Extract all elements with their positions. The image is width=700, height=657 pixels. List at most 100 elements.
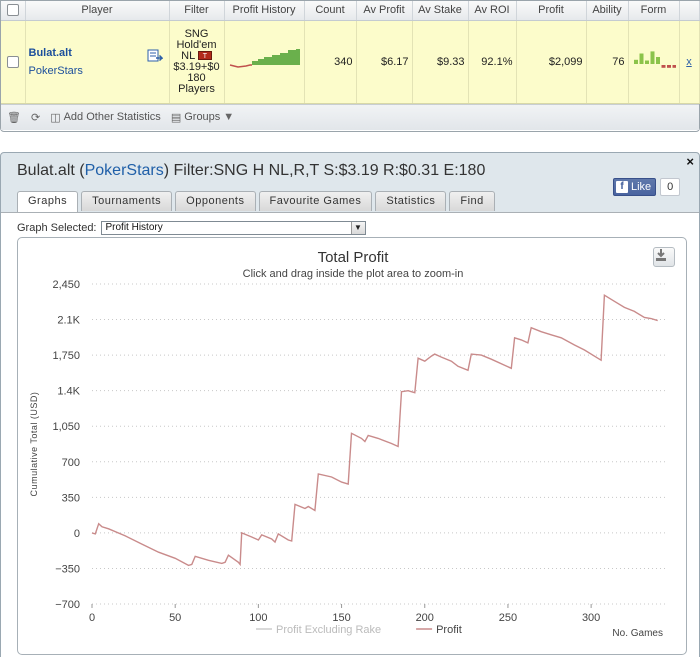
form-cell <box>628 20 680 104</box>
facebook-like-count: 0 <box>660 178 681 196</box>
y-tick-label: 1,050 <box>52 421 80 433</box>
filter-line: Hold'em <box>176 38 217 51</box>
form-bar <box>633 59 638 64</box>
filter-line: $3.19+$0 <box>173 60 220 73</box>
tournament-flag-icon: T <box>197 51 212 61</box>
y-tick-label: 1.4K <box>57 386 80 398</box>
groups-label: Groups <box>184 111 221 123</box>
close-icon[interactable]: × <box>686 154 694 169</box>
x-tick-label: 200 <box>416 612 434 624</box>
row-checkbox[interactable] <box>6 55 19 68</box>
x-axis-label: No. Games <box>612 628 663 639</box>
legend-item: Profit <box>436 624 462 636</box>
ability-cell: 76 <box>586 20 629 104</box>
profit-chart[interactable]: Total Profit Click and drag inside the pl… <box>17 237 687 655</box>
stats-panel: Player Filter Profit History Count Av Pr… <box>0 0 700 132</box>
form-bar <box>644 60 649 64</box>
form-bar <box>672 65 676 68</box>
facebook-like-button[interactable]: f Like <box>613 178 657 196</box>
stats-toolbar: 🗑 ⟳ ◫ Add Other Statistics ▤ Groups ▼ <box>1 103 699 130</box>
title-prefix: Bulat.alt ( <box>17 162 85 179</box>
header-count[interactable]: Count <box>304 1 357 21</box>
table-icon: ◫ <box>50 111 61 124</box>
select-all-checkbox[interactable] <box>6 4 19 17</box>
select-all-header[interactable] <box>1 1 26 21</box>
av-stake-cell: $9.33 <box>412 20 469 104</box>
header-profit-history[interactable]: Profit History <box>224 1 305 21</box>
tab-opponents[interactable]: Opponents <box>175 191 256 211</box>
av-profit-cell: $6.17 <box>356 20 413 104</box>
player-window-tabs: Graphs Tournaments Opponents Favourite G… <box>17 191 495 212</box>
open-player-icon[interactable] <box>147 49 164 63</box>
filter-line: 180 <box>187 71 206 84</box>
filter-line: NL <box>181 49 195 62</box>
download-chart-icon[interactable] <box>653 247 675 267</box>
form-bar <box>666 65 671 68</box>
y-tick-label: 1,750 <box>52 350 80 362</box>
form-bar <box>650 51 654 64</box>
y-tick-label: 350 <box>62 492 80 504</box>
header-profit[interactable]: Profit <box>516 1 587 21</box>
profit-history-sparkline <box>229 49 300 68</box>
header-av-stake[interactable]: Av Stake <box>412 1 469 21</box>
form-chart <box>633 51 676 68</box>
graph-selector: Graph Selected: Profit History ▼ <box>17 221 366 235</box>
tab-tournaments[interactable]: Tournaments <box>81 191 173 211</box>
facebook-like: f Like 0 <box>613 178 681 196</box>
refresh-icon[interactable]: ⟳ <box>30 111 41 124</box>
profit-history-cell[interactable] <box>224 20 305 104</box>
chart-title: Total Profit <box>318 249 390 266</box>
header-filter[interactable]: Filter <box>169 1 225 21</box>
tab-graphs[interactable]: Graphs <box>17 191 79 212</box>
groups-icon: ▤ <box>170 111 182 124</box>
player-site-link[interactable]: PokerStars <box>28 64 83 77</box>
y-axis-label: Cumulative Total (USD) <box>29 392 39 497</box>
y-tick-label: 2.1K <box>57 315 80 327</box>
series-line-profit <box>91 293 658 567</box>
player-name-link[interactable]: Bulat.alt <box>28 46 72 59</box>
add-stats-label: Add Other Statistics <box>63 111 161 123</box>
y-tick-label: −350 <box>55 563 80 575</box>
chevron-down-icon: ▼ <box>350 222 365 234</box>
player-cell: Bulat.alt PokerStars <box>25 20 170 104</box>
header-form[interactable]: Form <box>628 1 680 21</box>
stats-table: Player Filter Profit History Count Av Pr… <box>1 1 700 104</box>
remove-row-link[interactable]: x <box>686 55 692 68</box>
filter-line: SNG <box>184 27 209 40</box>
av-roi-cell: 92.1% <box>468 20 517 104</box>
graph-selected-label: Graph Selected: <box>17 222 97 234</box>
graph-select-value: Profit History <box>105 222 163 233</box>
player-window-title: Bulat.alt (PokerStars) Filter:SNG H NL,R… <box>17 162 485 180</box>
x-tick-label: 50 <box>169 612 181 624</box>
add-other-statistics-button[interactable]: ◫ Add Other Statistics <box>50 111 161 124</box>
tab-statistics[interactable]: Statistics <box>375 191 447 211</box>
chart-subtitle: Click and drag inside the plot area to z… <box>243 268 464 280</box>
form-bar <box>661 65 665 68</box>
y-tick-label: 2,450 <box>52 279 80 291</box>
x-tick-label: 150 <box>332 612 350 624</box>
x-tick-label: 0 <box>89 612 95 624</box>
y-tick-label: −700 <box>55 599 80 611</box>
facebook-icon: f <box>616 181 628 193</box>
header-ability[interactable]: Ability <box>586 1 629 21</box>
trash-icon[interactable]: 🗑 <box>7 111 21 124</box>
tab-find[interactable]: Find <box>449 191 495 211</box>
graphs-panel: Graph Selected: Profit History ▼ Total P… <box>1 212 699 657</box>
title-suffix: ) Filter:SNG H NL,R,T S:$3.19 R:$0.31 E:… <box>163 162 486 179</box>
header-av-roi[interactable]: Av ROI <box>468 1 517 21</box>
y-tick-label: 700 <box>62 457 80 469</box>
fb-like-label: Like <box>631 181 652 193</box>
profit-chart-svg[interactable]: Total Profit Click and drag inside the pl… <box>18 238 687 655</box>
header-player[interactable]: Player <box>25 1 170 21</box>
legend-item: Profit Excluding Rake <box>276 624 381 636</box>
graph-select[interactable]: Profit History ▼ <box>100 221 366 235</box>
table-row: Bulat.alt PokerStars SNG Hold'em NL T $3… <box>1 20 700 104</box>
tab-favourite-games[interactable]: Favourite Games <box>258 191 373 211</box>
y-tick-label: 0 <box>74 528 80 540</box>
x-tick-label: 100 <box>249 612 267 624</box>
groups-dropdown[interactable]: ▤ Groups ▼ <box>171 111 234 124</box>
title-site-link[interactable]: PokerStars <box>84 162 164 179</box>
header-av-profit[interactable]: Av Profit <box>356 1 413 21</box>
filter-line: Players <box>178 82 215 95</box>
row-select-cell[interactable] <box>1 20 26 104</box>
